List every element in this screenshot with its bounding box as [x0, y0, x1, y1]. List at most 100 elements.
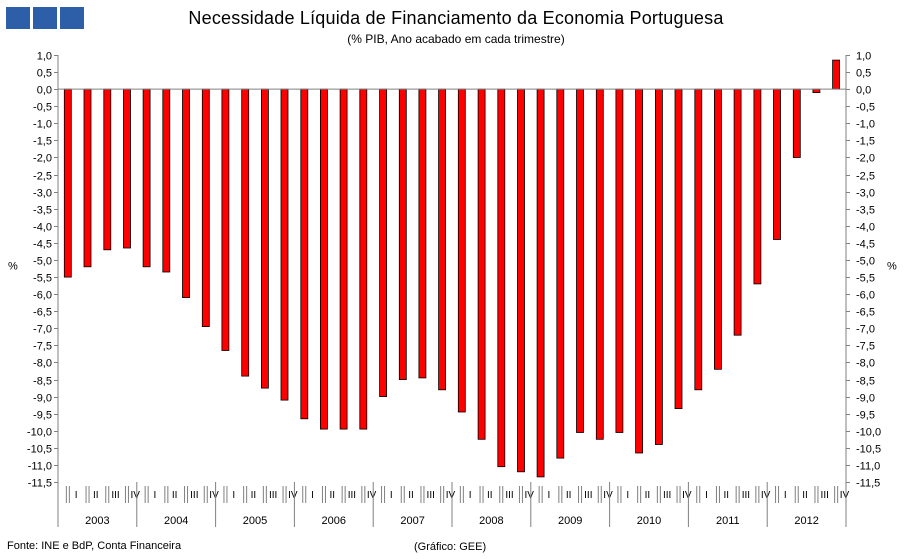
right-y-tick-label: 0,0	[856, 85, 871, 97]
logo-block	[60, 7, 84, 29]
bar	[359, 88, 368, 430]
bar	[123, 88, 131, 249]
quarter-label: III	[505, 490, 513, 501]
quarter-label: IV	[840, 490, 850, 501]
quarter-label: II	[93, 490, 99, 501]
quarter-label: I	[311, 490, 314, 501]
bar	[339, 88, 348, 430]
bar	[241, 88, 250, 377]
quarter-label: I	[626, 490, 629, 501]
bar	[832, 59, 840, 90]
bar	[615, 88, 624, 433]
left-y-tick-label: -5,0	[33, 256, 52, 268]
right-y-tick-label: -4,5	[856, 239, 875, 251]
right-y-tick-label: 1,0	[856, 51, 871, 63]
left-y-tick-label: -3,5	[33, 205, 52, 217]
bar	[655, 88, 663, 445]
right-y-tick-label: -2,0	[856, 153, 875, 165]
year-label: 2004	[164, 515, 188, 527]
year-label: 2008	[479, 515, 503, 527]
bar	[182, 88, 190, 298]
bar	[260, 88, 269, 389]
quarter-label: I	[154, 490, 157, 501]
right-y-tick-label: -5,0	[856, 256, 875, 268]
bar	[517, 88, 525, 473]
quarter-label: IV	[130, 490, 140, 501]
quarter-label: I	[232, 490, 235, 501]
bar	[477, 88, 486, 440]
left-y-tick-label: -5,5	[33, 273, 52, 285]
quarter-label: III	[742, 490, 750, 501]
quarter-label: I	[390, 490, 393, 501]
quarter-label: I	[75, 490, 78, 501]
bar	[773, 88, 781, 240]
left-y-tick-label: -9,0	[33, 393, 52, 405]
right-y-tick-label: -10,5	[856, 444, 881, 456]
left-y-tick-label: -4,5	[33, 239, 52, 251]
bars	[58, 59, 846, 478]
left-y-tick-label: -7,0	[33, 324, 52, 336]
quarter-label: I	[548, 490, 551, 501]
quarter-label: IV	[682, 490, 692, 501]
chart-subtitle: (% PIB, Ano acabado em cada trimestre)	[347, 32, 565, 46]
bar	[536, 88, 545, 478]
year-label: 2011	[716, 515, 740, 527]
quarter-label: II	[408, 490, 414, 501]
left-y-tick-label: -2,5	[33, 171, 52, 183]
logo-block	[6, 7, 30, 29]
quarter-label: I	[784, 490, 787, 501]
left-y-tick-label: -11,0	[28, 461, 52, 473]
bar	[812, 88, 821, 93]
left-y-tick-label: -2,0	[33, 153, 52, 165]
quarter-label: IV	[761, 490, 771, 501]
bar	[694, 88, 703, 391]
left-y-tick-label: -10,5	[27, 444, 52, 456]
right-y-tick-label: -11,0	[856, 461, 880, 473]
right-y-tick-label: -2,5	[856, 171, 875, 183]
right-y-tick-label: -7,0	[856, 324, 875, 336]
year-label: 2006	[322, 515, 346, 527]
right-y-tick-label: -7,5	[856, 341, 875, 353]
quarter-label: III	[190, 490, 198, 501]
left-y-tick-label: 0,5	[37, 68, 52, 80]
bar	[576, 88, 584, 433]
left-y-tick-label: -0,5	[33, 102, 52, 114]
quarter-label: II	[802, 490, 808, 501]
axes: 1,0 1,0 0,5 0,5 0,0 0,0 -0,5 -0,5 -1,0 -1,0 -1,5 -1…	[8, 51, 897, 490]
source-note: Fonte: INE e BdP, Conta Financeira	[7, 540, 182, 552]
quarter-label: II	[251, 490, 257, 501]
left-y-tick-label: 0,0	[37, 85, 52, 97]
quarter-label: III	[821, 490, 829, 501]
quarter-label: IV	[288, 490, 298, 501]
right-y-tick-label: -9,5	[856, 410, 875, 422]
bar	[497, 88, 506, 468]
quarter-label: IV	[367, 490, 377, 501]
bar	[300, 88, 309, 420]
bar	[714, 88, 722, 370]
quarter-label: II	[487, 490, 493, 501]
x-axis: I II III IV I II III IV I II III IV I II III IV I II III IV…	[57, 482, 850, 527]
left-y-tick-label: -6,0	[33, 290, 52, 302]
left-y-tick-label: -11,5	[28, 478, 52, 490]
bar	[221, 88, 230, 351]
quarter-label: II	[329, 490, 335, 501]
right-y-tick-label: -9,0	[856, 393, 875, 405]
quarter-label: I	[469, 490, 472, 501]
quarter-label: IV	[603, 490, 613, 501]
right-y-tick-label: -3,5	[856, 205, 875, 217]
bar	[142, 88, 151, 268]
bar	[379, 88, 388, 397]
left-y-tick-label: -1,0	[33, 119, 52, 131]
credit-note: (Gráfico: GEE)	[414, 541, 487, 553]
year-label: 2009	[558, 515, 582, 527]
quarter-label: II	[645, 490, 651, 501]
bar	[595, 88, 604, 440]
bar	[83, 88, 92, 268]
left-y-tick-label: -9,5	[33, 410, 52, 422]
quarter-label: III	[111, 490, 119, 501]
bar	[556, 88, 565, 459]
left-y-tick-label: -8,0	[33, 358, 52, 370]
logo-block	[33, 7, 57, 29]
bar	[398, 88, 407, 380]
right-y-tick-label: -10,0	[856, 427, 881, 439]
